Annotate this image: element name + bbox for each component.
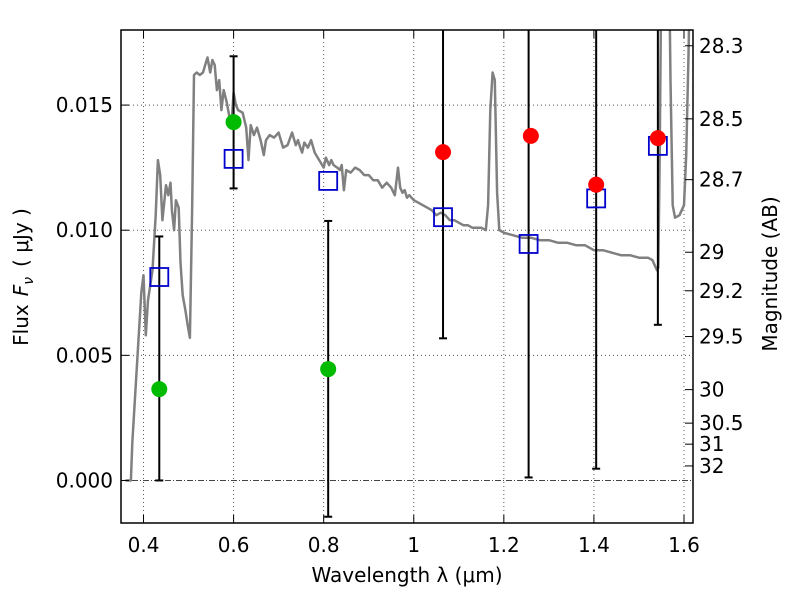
y2-tick-label: 31 bbox=[699, 432, 724, 456]
y2-tick-label: 29.5 bbox=[699, 325, 744, 349]
plot-frame bbox=[120, 29, 694, 524]
y2-tick-label: 28.3 bbox=[699, 34, 744, 58]
open-square-marker bbox=[318, 171, 339, 191]
y-axis-label-subscript: ν bbox=[21, 277, 37, 285]
filled-circle-marker bbox=[320, 361, 337, 378]
x-tick-label: 1.6 bbox=[668, 533, 700, 557]
x-axis-label: Wavelength λ (μm) bbox=[311, 563, 502, 587]
grid bbox=[121, 30, 693, 523]
error-bars bbox=[155, 30, 662, 518]
axis-ticks: 0.4 0.6 0.8 1 1.2 1.4 1.6 0.000 0.005 0.010 0.015 2… bbox=[56, 30, 744, 557]
y-axis-label-units: ( μJy ) bbox=[9, 208, 33, 267]
x-tick-label: 0.4 bbox=[128, 533, 160, 557]
x-tick-label: 1.4 bbox=[578, 533, 610, 557]
open-square-marker bbox=[433, 207, 453, 228]
y-tick-label: 0.015 bbox=[56, 93, 113, 117]
filled-circle-marker bbox=[588, 176, 605, 193]
filled-circle-marker bbox=[522, 127, 539, 144]
data-markers bbox=[149, 114, 668, 398]
y-tick-label: 0.010 bbox=[56, 218, 113, 242]
filled-circle-marker bbox=[225, 114, 242, 131]
y2-tick-label: 28.5 bbox=[699, 107, 744, 131]
y2-tick-label: 28.7 bbox=[699, 168, 744, 192]
x-tick-label: 0.6 bbox=[218, 533, 250, 557]
y2-axis-label: Magnitude (AB) bbox=[758, 196, 782, 351]
y-tick-label: 0.005 bbox=[56, 343, 113, 367]
y2-tick-label: 30 bbox=[699, 378, 724, 402]
model-spectrum bbox=[125, 30, 691, 482]
y2-tick-label: 30.5 bbox=[699, 411, 744, 435]
y-tick-label: 0.000 bbox=[56, 468, 113, 492]
open-square-marker bbox=[518, 234, 539, 254]
y-axis-label-symbol: F bbox=[9, 284, 33, 296]
y2-tick-label: 29.2 bbox=[699, 279, 744, 303]
y-axis-label: Flux Fν ( μJy ) bbox=[9, 208, 37, 346]
filled-circle-marker bbox=[151, 381, 168, 398]
y2-tick-label: 29 bbox=[699, 240, 724, 264]
open-square-marker bbox=[149, 267, 170, 287]
x-tick-label: 1 bbox=[407, 533, 420, 557]
y-axis-label-text: Flux bbox=[9, 304, 33, 346]
x-tick-label: 1.2 bbox=[488, 533, 520, 557]
y2-tick-label: 32 bbox=[699, 454, 724, 478]
filled-circle-marker bbox=[649, 130, 666, 147]
spectrum-line bbox=[125, 30, 691, 482]
x-tick-label: 0.8 bbox=[308, 533, 340, 557]
filled-circle-marker bbox=[435, 144, 452, 161]
open-square-marker bbox=[223, 148, 244, 169]
